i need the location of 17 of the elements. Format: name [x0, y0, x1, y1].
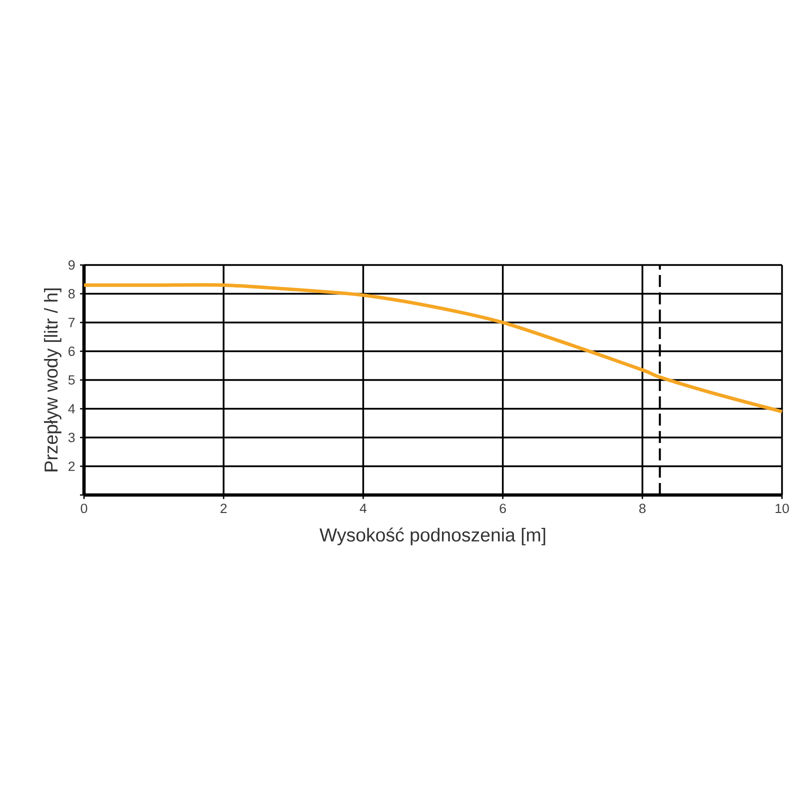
y-tick-label: 5 [68, 375, 75, 385]
y-tick-label: 6 [68, 346, 75, 356]
x-tick-label: 0 [80, 504, 88, 514]
x-tick-label: 10 [776, 504, 789, 514]
x-axis-title: Wysokość podnoszenia [m] [320, 528, 546, 546]
y-tick-label: 4 [68, 404, 75, 414]
y-tick-label: 3 [68, 432, 75, 442]
line-series [82, 283, 784, 414]
x-tick-label: 4 [360, 504, 367, 513]
y-tick-label: 7 [68, 318, 75, 328]
y-tick-label: 2 [68, 462, 75, 471]
y-tick-label: 9 [68, 260, 75, 270]
x-tick-label: 8 [639, 504, 646, 514]
x-tick-label: 2 [220, 504, 227, 514]
y-tick-label: 8 [68, 289, 75, 298]
x-tick-label: 6 [500, 504, 506, 514]
y-axis-title: Przepływ wody [litr / h] [44, 288, 62, 472]
